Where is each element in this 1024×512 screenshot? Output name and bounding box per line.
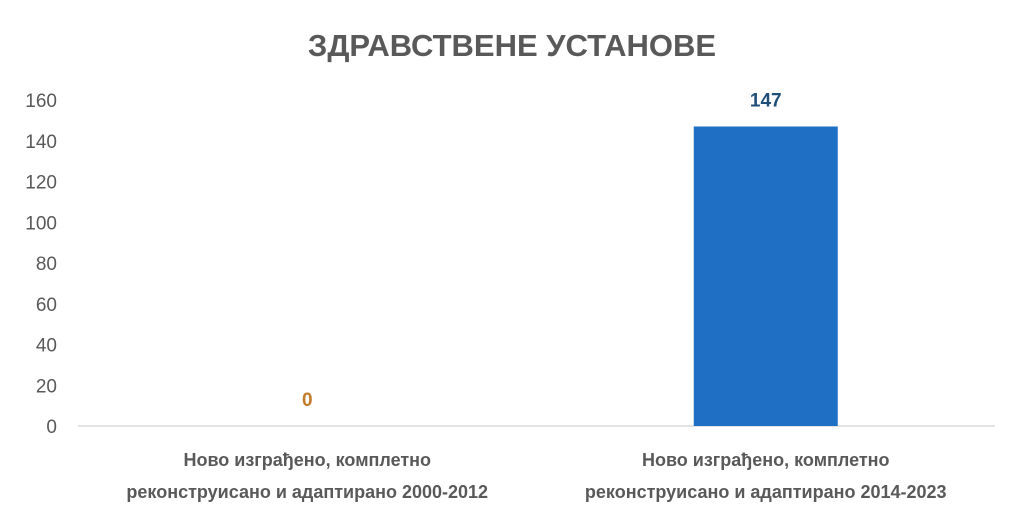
y-axis-ticks: 0 20 40 60 80 100 120 140 160 <box>25 91 57 438</box>
x-category-label: реконструисано и адаптирано 2014-2023 <box>585 482 947 502</box>
data-label: 0 <box>302 390 313 411</box>
data-labels: 0 147 <box>302 90 782 411</box>
y-tick-label: 160 <box>25 91 57 112</box>
x-axis-category-labels: Ново изграђено, комплетно реконструисано … <box>126 450 946 502</box>
chart-title: ЗДРАВСТВЕНЕ УСТАНОВЕ <box>308 28 716 63</box>
y-tick-label: 60 <box>36 295 57 316</box>
y-tick-label: 140 <box>25 132 57 153</box>
x-category-label: Ново изграђено, комплетно <box>642 450 890 470</box>
y-tick-label: 80 <box>36 254 57 275</box>
y-tick-label: 100 <box>25 213 57 234</box>
y-tick-label: 40 <box>36 336 57 357</box>
y-tick-label: 20 <box>36 376 57 397</box>
bar <box>693 126 838 427</box>
y-tick-label: 120 <box>25 173 57 194</box>
x-category-label: Ново изграђено, комплетно <box>183 450 431 470</box>
y-tick-label: 0 <box>46 417 57 438</box>
x-category-label: реконструисано и адаптирано 2000-2012 <box>126 482 488 502</box>
bars <box>693 126 838 427</box>
data-label: 147 <box>750 90 782 111</box>
